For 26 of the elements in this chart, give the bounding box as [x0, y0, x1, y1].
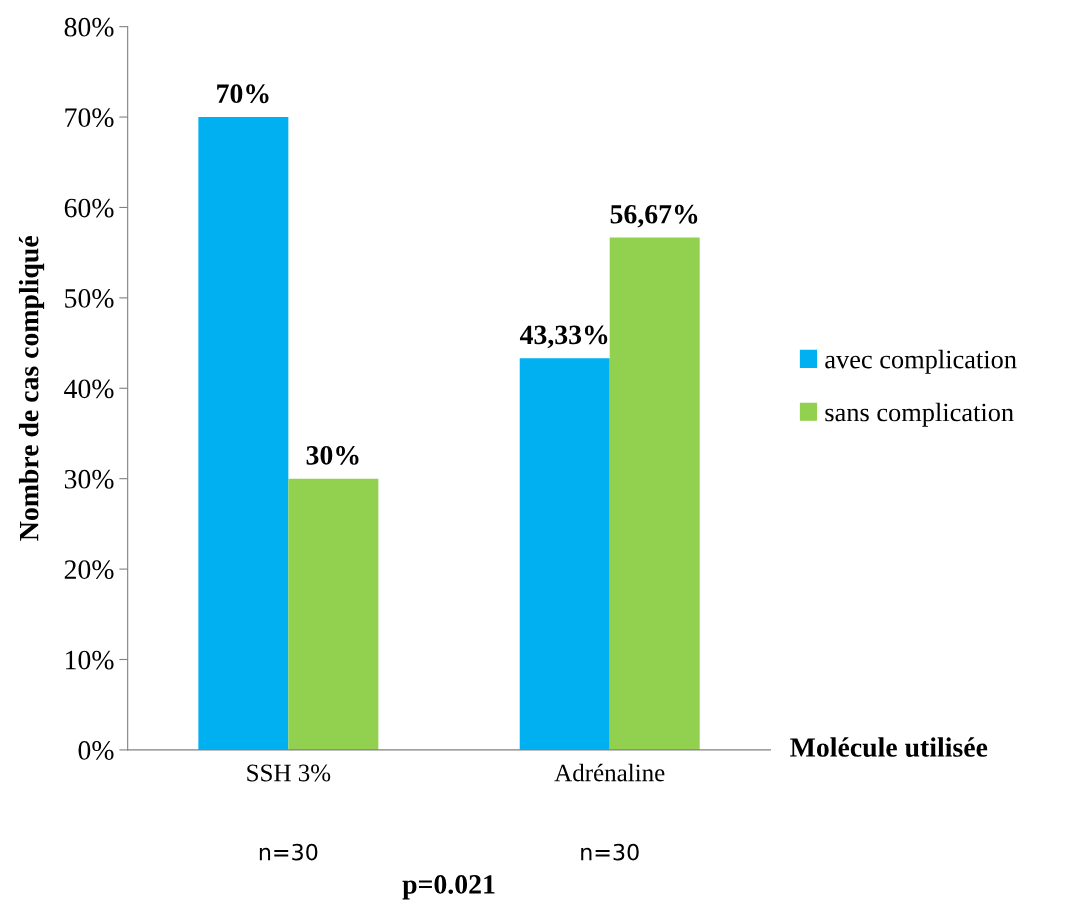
- x-axis-title: Molécule utilisée: [790, 737, 988, 757]
- legend-label: sans complication: [825, 402, 1014, 427]
- legend-label: avec complication: [825, 349, 1017, 374]
- bar: [198, 117, 289, 750]
- y-tick-label: 20%: [64, 560, 114, 580]
- y-tick-label: 30%: [64, 469, 114, 489]
- text: n=30: [581, 843, 639, 861]
- x-tick-label: SSH 3%: [247, 764, 331, 782]
- bar: [519, 358, 610, 750]
- y-tick-label: 60%: [64, 198, 114, 218]
- x-tick-label: Adrénaline: [554, 763, 665, 782]
- data-label: 43,33%: [519, 325, 608, 349]
- y-tick-label: 10%: [66, 650, 114, 670]
- data-label: 56,67%: [610, 204, 698, 228]
- bar: [609, 237, 700, 750]
- data-label: 30%: [306, 445, 359, 465]
- y-tick-label: 50%: [65, 289, 114, 308]
- text: p=0.021: [402, 875, 495, 900]
- text: n=30: [259, 843, 318, 861]
- y-tick-label: 40%: [64, 379, 114, 399]
- y-axis-title: Nombre de cas compliqué: [18, 236, 45, 541]
- y-tick-label: 0%: [78, 741, 114, 760]
- y-tick-label: 80%: [64, 17, 114, 37]
- bar: [288, 478, 379, 750]
- y-tick-label: 70%: [65, 108, 114, 128]
- data-label: 70%: [217, 84, 269, 104]
